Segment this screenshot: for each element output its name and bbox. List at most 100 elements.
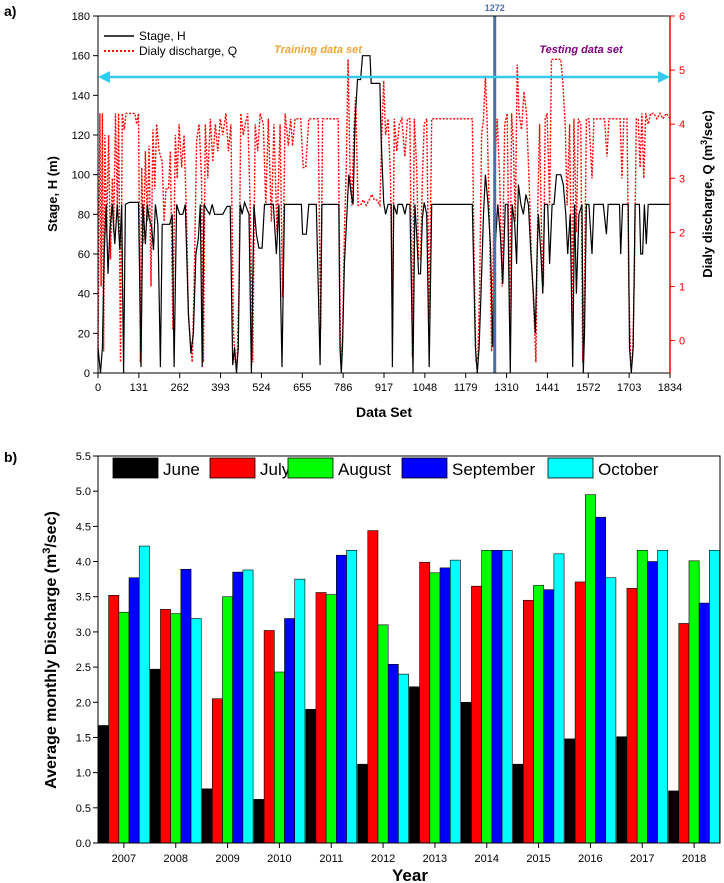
panel-a-y-label-right: Dialy discharge, Q (m3/sec): [699, 110, 715, 278]
bar-october-2013: [449, 559, 461, 844]
bar-october-2008: [190, 618, 202, 844]
bar-september-2015: [543, 589, 555, 844]
x-tick-label: 2015: [526, 853, 550, 865]
y-left-tick-label: 120: [72, 130, 90, 142]
panel-b-legend: June July August September October: [112, 457, 659, 479]
bar-october-2010: [294, 578, 306, 844]
bar-august-2015: [533, 585, 544, 844]
panel-a-series: [97, 55, 671, 374]
panel-a-x-ticks: 0 131 262 393 524 655 786 917 1048 1179 1310 1441 15…: [95, 373, 682, 394]
training-annotation: Training data set: [274, 44, 363, 56]
legend-swatch-august: [287, 457, 334, 479]
panel-b-x-label: Year: [392, 866, 428, 883]
panel-a-y-ticks-right: 0 1 2 3 4 5 6: [670, 11, 685, 348]
bar-september-2012: [387, 663, 399, 844]
y-label-tail: /sec): [43, 511, 60, 547]
x-tick-label: 2011: [319, 853, 343, 865]
legend-label-october: October: [598, 460, 659, 479]
x-tick-label: 1834: [658, 382, 682, 394]
bar-july-2015: [522, 599, 534, 844]
bar-august-2008: [170, 613, 182, 844]
bar-october-2018: [709, 549, 720, 844]
bar-october-2012: [398, 673, 409, 844]
y-left-tick-label: 140: [72, 90, 90, 102]
y-tick-label: 1.5: [76, 732, 91, 744]
split-marker: 1272: [485, 3, 505, 373]
x-tick-label: 1703: [617, 382, 641, 394]
x-tick-label: 2009: [215, 853, 239, 865]
y-tick-label: 2.0: [76, 697, 91, 709]
y-label-sup: 3: [41, 548, 53, 554]
bar-june-2012: [357, 763, 369, 844]
bar-september-2008: [180, 568, 192, 844]
bar-july-2007: [108, 595, 120, 844]
bar-october-2009: [242, 569, 254, 844]
panel-b-bars: [98, 494, 720, 844]
y-tick-label: 3.0: [76, 627, 91, 639]
x-tick-label: 1179: [454, 382, 478, 394]
bar-july-2017: [626, 587, 638, 844]
legend-discharge-label: Dialy discharge, Q: [139, 44, 237, 58]
y-right-tick-label: 6: [679, 11, 685, 23]
discharge-line: [97, 58, 671, 363]
bar-july-2008: [160, 609, 171, 844]
x-tick-label: 1441: [535, 382, 559, 394]
y-tick-label: 0.0: [76, 838, 91, 850]
x-tick-label: 131: [130, 382, 148, 394]
stage-line: [97, 55, 670, 374]
y-tick-label: 0.5: [76, 803, 91, 815]
bar-june-2010: [253, 799, 265, 844]
bar-august-2007: [118, 611, 130, 844]
panel-b-x-ticks: 2007 2008 2009 2010 2011 2012 2013 2014 2015 2016…: [112, 843, 706, 865]
y-right-tick-label: 4: [679, 119, 685, 131]
legend-swatch-july: [209, 457, 256, 479]
bar-october-2017: [657, 549, 669, 844]
y-tick-label: 2.5: [76, 662, 91, 674]
legend-stage-label: Stage, H: [139, 29, 186, 43]
bar-august-2018: [688, 560, 700, 844]
x-tick-label: 524: [252, 382, 270, 394]
bar-september-2009: [232, 571, 244, 844]
bar-june-2011: [305, 709, 317, 844]
y-right-tick-label: 2: [679, 227, 685, 239]
y-tick-label: 4.0: [76, 557, 91, 569]
bar-october-2011: [346, 549, 358, 844]
x-tick-label: 1310: [494, 382, 518, 394]
panel-a-legend: Stage, H Dialy discharge, Q: [104, 29, 237, 58]
panel-a-y-ticks-left: 0 20 40 60 80 100 120 140 160 180: [72, 11, 98, 380]
y-tick-label: 1.0: [76, 768, 91, 780]
y-label-right-sup: 3: [699, 140, 709, 145]
y-left-tick-label: 40: [78, 289, 90, 301]
x-tick-label: 1048: [413, 382, 437, 394]
bar-october-2007: [138, 545, 150, 844]
panel-b-frame: [97, 455, 721, 844]
x-tick-label: 917: [375, 382, 393, 394]
bar-june-2018: [668, 790, 680, 844]
legend-label-july: July: [260, 460, 291, 479]
legend-label-june: June: [163, 460, 200, 479]
y-right-tick-label: 0: [679, 336, 685, 348]
y-label-main: Average monthly Discharge (m: [43, 554, 60, 789]
bar-september-2010: [284, 618, 296, 844]
bar-august-2017: [636, 549, 648, 844]
bar-july-2010: [263, 630, 275, 844]
bar-june-2017: [616, 736, 628, 844]
panel-b-y-label: Average monthly Discharge (m3/sec): [41, 511, 60, 789]
split-marker-label: 1272: [485, 3, 505, 13]
x-tick-label: 2016: [578, 853, 602, 865]
y-left-tick-label: 0: [84, 368, 90, 380]
bar-june-2008: [149, 668, 161, 844]
y-label-right-tail: /sec): [700, 110, 715, 140]
y-left-tick-label: 20: [78, 328, 90, 340]
panel-b-y-ticks: 0.0 0.5 1.0 1.5 2.0 2.5 3.0 3.5 4.0 4.5 5.0 5.5: [76, 451, 98, 850]
bar-june-2015: [512, 763, 524, 844]
x-tick-label: 2018: [682, 853, 706, 865]
bar-october-2015: [553, 553, 565, 844]
y-left-tick-label: 180: [72, 11, 90, 23]
y-left-tick-label: 80: [78, 209, 90, 221]
bar-july-2018: [678, 623, 690, 844]
legend-label-september: September: [452, 460, 535, 479]
range-arrow-left-head: [98, 71, 110, 83]
bar-july-2014: [471, 585, 482, 844]
